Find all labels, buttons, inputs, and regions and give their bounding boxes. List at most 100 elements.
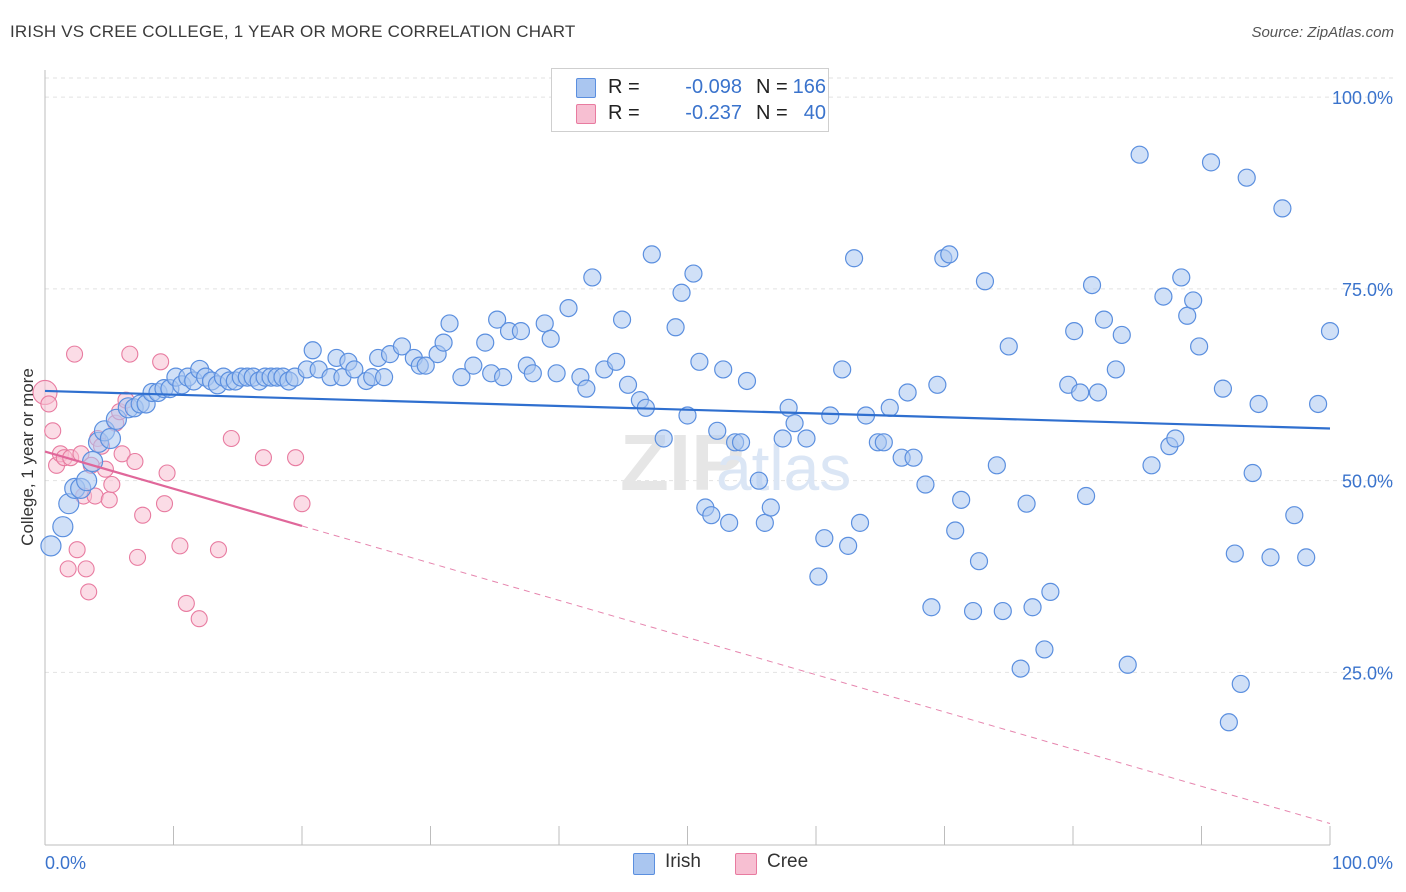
cree-point xyxy=(121,345,139,363)
irish-point xyxy=(1172,268,1191,287)
irish-point xyxy=(690,352,709,371)
irish-point xyxy=(416,356,435,375)
irish-n-value: 166 xyxy=(792,76,826,98)
irish-point xyxy=(81,450,104,473)
irish-point xyxy=(761,498,780,517)
irish-point xyxy=(815,529,834,548)
irish-point xyxy=(1285,506,1304,525)
irish-r-label: R = xyxy=(608,76,640,98)
irish-point xyxy=(975,272,995,291)
irish-point xyxy=(1178,306,1197,325)
irish-point xyxy=(1071,383,1090,402)
y-axis-label: College, 1 year or more xyxy=(18,368,37,546)
cree-n-label: N = xyxy=(756,102,788,124)
irish-point xyxy=(708,421,727,440)
irish-point xyxy=(702,506,721,525)
cree-trend-extension xyxy=(301,525,1331,825)
irish-point xyxy=(1184,291,1203,310)
irish-point xyxy=(1023,598,1042,617)
irish-point xyxy=(40,535,62,557)
cree-point xyxy=(134,506,152,524)
irish-legend-label: Irish xyxy=(665,851,701,872)
cree-trend-line xyxy=(44,450,303,527)
irish-point xyxy=(583,268,602,287)
irish-legend-swatch xyxy=(633,853,655,875)
irish-point xyxy=(821,406,840,425)
irish-point xyxy=(99,427,122,450)
cree-n-value: 40 xyxy=(803,102,826,124)
irish-point xyxy=(809,567,828,586)
cree-point xyxy=(287,449,305,467)
irish-point xyxy=(1065,322,1084,341)
cree-point xyxy=(59,560,77,578)
irish-point xyxy=(880,398,899,417)
irish-point xyxy=(464,356,483,375)
irish-point xyxy=(488,310,507,329)
cree-point xyxy=(77,560,95,578)
irish-point xyxy=(1261,548,1280,567)
irish-point xyxy=(440,314,459,333)
irish-point xyxy=(476,333,495,352)
irish-point xyxy=(1094,310,1114,329)
cree-point xyxy=(158,464,176,482)
y-tick-label: 50.0% xyxy=(1342,472,1393,492)
irish-point xyxy=(1082,275,1102,295)
axis-layer xyxy=(44,70,1331,846)
irish-point xyxy=(303,341,322,360)
irish-point xyxy=(1142,456,1161,475)
irish-point xyxy=(76,470,98,492)
irish-point xyxy=(922,598,941,617)
irish-point xyxy=(1154,287,1173,306)
irish-point xyxy=(511,322,531,341)
irish-point xyxy=(844,249,864,268)
irish-point xyxy=(1297,548,1316,567)
cree-point xyxy=(68,541,86,559)
irish-point xyxy=(1106,360,1125,379)
cree-point xyxy=(113,445,131,463)
irish-point xyxy=(1118,655,1137,674)
irish-point xyxy=(749,471,768,490)
irish-point xyxy=(452,368,471,387)
cree-point xyxy=(209,541,228,559)
cree-point xyxy=(222,429,240,448)
irish-point xyxy=(1041,582,1060,601)
cree-r-value: -0.237 xyxy=(685,102,742,124)
irish-point xyxy=(1035,640,1054,659)
irish-point xyxy=(928,375,947,394)
cree-point xyxy=(254,449,273,467)
irish-point xyxy=(607,352,626,371)
irish-point xyxy=(52,516,74,538)
irish-point xyxy=(672,283,691,302)
x-tick-label: 100.0% xyxy=(1332,853,1393,873)
irish-point xyxy=(559,299,578,318)
irish-point xyxy=(999,337,1018,356)
irish-point xyxy=(374,368,394,387)
irish-point xyxy=(535,314,554,333)
irish-point xyxy=(898,383,917,402)
irish-point xyxy=(654,429,673,448)
cree-swatch xyxy=(576,104,596,124)
irish-point xyxy=(1088,383,1108,402)
irish-point xyxy=(1076,486,1096,506)
y-tick-label: 75.0% xyxy=(1342,280,1393,300)
irish-point xyxy=(1249,394,1268,414)
chart-title: IRISH VS CREE COLLEGE, 1 YEAR OR MORE CO… xyxy=(10,22,576,41)
irish-point xyxy=(731,433,751,452)
x-tick-label: 0.0% xyxy=(45,853,86,873)
correlation-legend: R = -0.098 N = 166 R = -0.237 N = 40 xyxy=(551,68,829,132)
cree-point xyxy=(152,353,170,371)
irish-point xyxy=(1201,153,1221,172)
cree-legend-swatch xyxy=(735,853,757,875)
irish-point xyxy=(1320,322,1340,341)
trend-layer xyxy=(44,389,1331,825)
cree-r-label: R = xyxy=(608,102,640,124)
irish-point xyxy=(1273,199,1292,218)
cree-point xyxy=(128,548,147,566)
irish-point xyxy=(940,245,959,264)
cree-point xyxy=(177,594,195,612)
irish-point xyxy=(345,360,364,379)
irish-point xyxy=(1011,659,1030,678)
irish-point xyxy=(612,310,632,329)
cree-point xyxy=(44,422,62,440)
